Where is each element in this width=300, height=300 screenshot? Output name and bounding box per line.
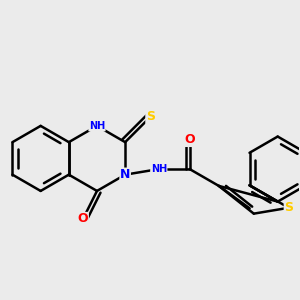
Text: O: O bbox=[184, 134, 195, 146]
Text: NH: NH bbox=[151, 164, 167, 174]
Text: N: N bbox=[120, 168, 130, 181]
Text: S: S bbox=[284, 201, 293, 214]
Text: S: S bbox=[146, 110, 155, 123]
Text: NH: NH bbox=[89, 121, 105, 131]
Text: O: O bbox=[78, 212, 88, 226]
